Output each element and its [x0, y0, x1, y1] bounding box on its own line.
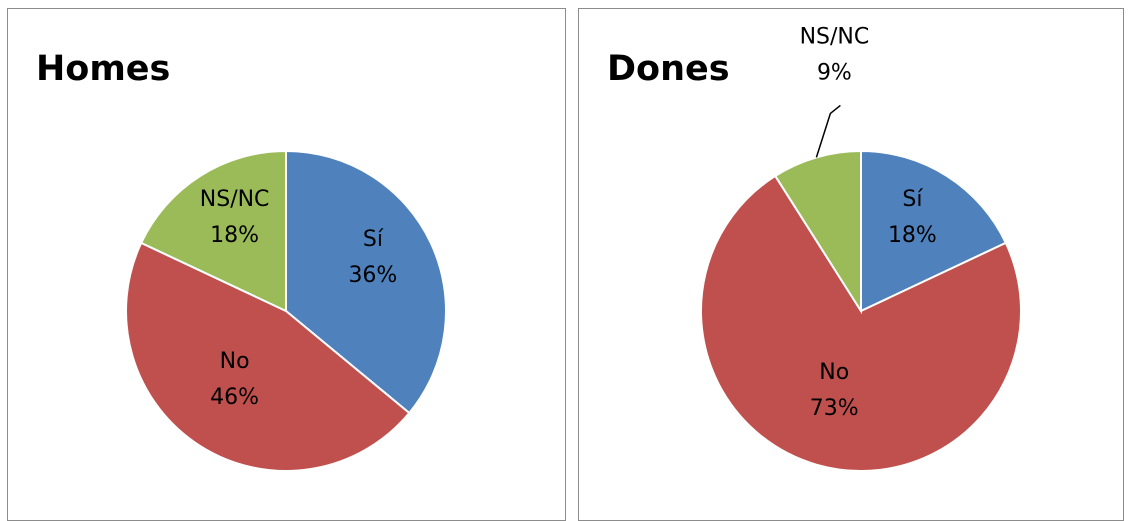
slice-value-label: 73% — [810, 396, 859, 421]
pie-slice — [285, 149, 447, 415]
slice-label: No — [220, 349, 250, 374]
slice-label: NS/NC — [200, 187, 270, 212]
pie-chart-homes: Homes Sí 36% No 46% NS/NC 18% — [7, 8, 566, 521]
pie-slice — [773, 149, 862, 315]
pie-slice — [860, 149, 1008, 313]
slice-value-label: 36% — [348, 263, 397, 288]
pie-plot-area: Sí 36% No 46% NS/NC 18% — [125, 149, 447, 472]
chart-title: Dones — [607, 49, 730, 89]
slice-value-label: 9% — [817, 60, 852, 85]
chart-title: Homes — [36, 49, 171, 89]
slice-label: Sí — [363, 227, 384, 252]
pie-slice — [700, 174, 1022, 472]
slice-value-label: 46% — [210, 385, 259, 410]
slice-label: NS/NC — [800, 24, 870, 49]
slice-value-label: 18% — [888, 223, 937, 248]
pie-slice — [139, 149, 287, 313]
leader-line — [815, 104, 841, 158]
slice-label: No — [819, 360, 849, 385]
slice-label: Sí — [902, 187, 923, 212]
pie-chart-dones: Dones Sí 18% No 73% NS/NC 9% — [578, 8, 1124, 521]
pie-plot-area: Sí 18% No 73% NS/NC 9% — [700, 24, 1022, 472]
pie-slice — [125, 241, 411, 472]
slice-value-label: 18% — [210, 223, 259, 248]
